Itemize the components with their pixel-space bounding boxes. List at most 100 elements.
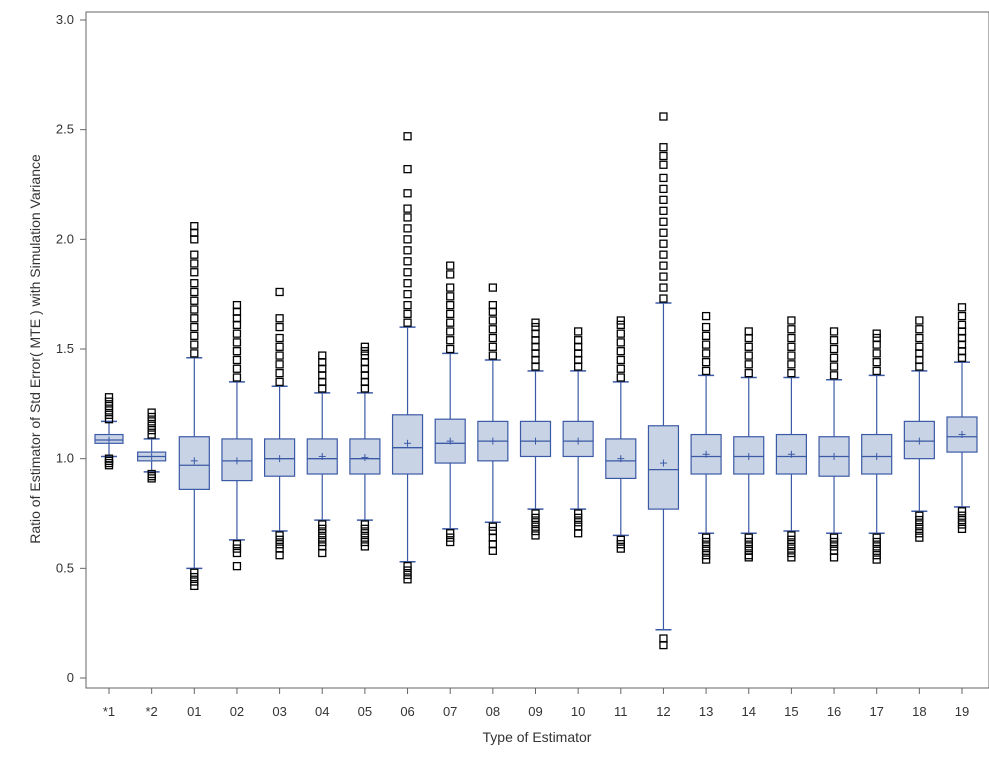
outlier-point xyxy=(787,548,796,558)
outlier-point xyxy=(147,421,156,430)
outlier-point xyxy=(232,364,242,373)
outlier-point xyxy=(701,322,711,332)
outlier-point xyxy=(318,548,327,558)
outlier-point xyxy=(190,577,199,586)
outlier-point xyxy=(403,290,412,299)
outlier-point xyxy=(701,311,711,321)
outlier-point xyxy=(232,329,242,338)
outlier-point xyxy=(787,531,796,540)
outlier-point xyxy=(574,336,583,345)
x-tick-label: 11 xyxy=(614,704,628,719)
box-17 xyxy=(861,329,893,564)
outlier-point xyxy=(659,283,668,292)
outlier-point xyxy=(659,160,668,169)
outlier-point xyxy=(190,305,199,314)
outlier-point xyxy=(701,551,711,560)
outlier-point xyxy=(104,406,114,415)
outlier-point xyxy=(872,537,881,547)
outlier-point xyxy=(232,338,242,347)
outlier-point xyxy=(275,368,284,378)
outlier-point xyxy=(488,546,498,555)
outlier-point xyxy=(829,542,839,551)
x-tick-label: 17 xyxy=(869,704,883,719)
outlier-point xyxy=(701,555,711,564)
outlier-point xyxy=(659,250,668,259)
outlier-point xyxy=(701,533,711,542)
outlier-point xyxy=(872,349,881,358)
outlier-point xyxy=(275,540,284,549)
y-tick-label: 0.5 xyxy=(56,560,74,575)
x-tick-label: 05 xyxy=(358,704,372,719)
outlier-point xyxy=(147,430,156,439)
outlier-point xyxy=(446,327,455,336)
outlier-point xyxy=(915,520,924,529)
outlier-point xyxy=(616,355,625,365)
box-star2 xyxy=(137,408,167,483)
outlier-point xyxy=(872,333,881,343)
x-tick-label: 04 xyxy=(315,704,329,719)
outlier-point xyxy=(446,537,455,547)
x-tick-label: 02 xyxy=(230,704,244,719)
outlier-point xyxy=(275,333,284,343)
outlier-point xyxy=(318,533,327,542)
outlier-point xyxy=(574,513,583,523)
outlier-point xyxy=(616,338,625,347)
outlier-point xyxy=(872,366,881,376)
outlier-point xyxy=(403,213,412,222)
outlier-point xyxy=(190,259,199,268)
outlier-point xyxy=(190,279,199,288)
outlier-point xyxy=(915,529,924,538)
outlier-point xyxy=(659,294,668,303)
box-10 xyxy=(562,327,594,538)
outlier-point xyxy=(659,228,668,237)
outlier-point xyxy=(147,426,156,435)
outlier-point xyxy=(957,311,967,321)
outlier-point xyxy=(190,349,199,358)
outlier-point xyxy=(829,344,839,354)
box-14 xyxy=(733,327,765,562)
outlier-point xyxy=(104,410,114,419)
outlier-point xyxy=(275,351,284,360)
box-18 xyxy=(903,316,935,542)
outlier-point xyxy=(446,292,455,301)
outlier-point xyxy=(403,268,412,277)
box-01 xyxy=(178,222,210,591)
outlier-point xyxy=(872,542,881,551)
outlier-point xyxy=(915,533,924,542)
outlier-point xyxy=(446,533,455,542)
outlier-point xyxy=(872,329,881,338)
x-tick-label: 14 xyxy=(742,704,756,719)
y-tick-label: 1.5 xyxy=(56,341,74,356)
outlier-point xyxy=(147,417,156,426)
box-series xyxy=(94,112,978,650)
outlier-point xyxy=(488,325,498,334)
outlier-point xyxy=(915,515,924,525)
outlier-point xyxy=(957,303,967,312)
outlier-point xyxy=(531,322,540,332)
outlier-point xyxy=(531,531,540,540)
outlier-point xyxy=(659,195,668,205)
outlier-point xyxy=(744,537,753,547)
outlier-point xyxy=(744,327,753,336)
outlier-point xyxy=(957,507,967,516)
outlier-point xyxy=(147,412,156,422)
outlier-point xyxy=(318,537,327,547)
outlier-point xyxy=(787,553,796,562)
outlier-point xyxy=(488,283,498,292)
x-tick-label: 03 xyxy=(272,704,286,719)
box-06 xyxy=(391,132,424,584)
outlier-point xyxy=(659,151,668,161)
outlier-point xyxy=(147,408,156,417)
outlier-point xyxy=(360,347,370,356)
outlier-point xyxy=(531,318,540,327)
outlier-point xyxy=(104,393,114,402)
outlier-point xyxy=(872,546,881,555)
outlier-point xyxy=(616,347,625,356)
outlier-point xyxy=(275,360,284,369)
outlier-point xyxy=(403,300,412,310)
outlier-point xyxy=(403,246,412,255)
outlier-point xyxy=(488,333,498,343)
outlier-point xyxy=(360,524,370,534)
outlier-point xyxy=(957,524,967,534)
